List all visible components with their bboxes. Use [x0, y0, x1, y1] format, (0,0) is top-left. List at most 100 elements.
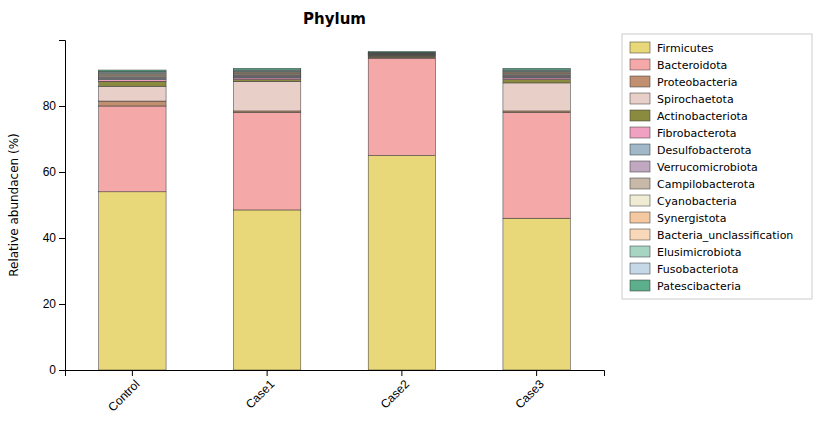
x-tick-label: Case3 [512, 377, 547, 412]
bar-segment [233, 73, 300, 75]
x-tick: Control [105, 370, 142, 414]
legend-swatch [630, 110, 650, 121]
bar-segment [368, 53, 435, 54]
bar-series [99, 57, 571, 111]
bar-segment [503, 76, 570, 78]
bar-series [99, 55, 571, 79]
legend-item: Fibrobacterota [630, 127, 737, 140]
legend-item: Bacteria_unclassification [630, 229, 793, 242]
x-tick: Case3 [512, 370, 547, 411]
bar-series [99, 55, 571, 81]
legend-swatch [630, 144, 650, 155]
bar-series [99, 54, 571, 77]
bar-segment [99, 106, 166, 192]
bar-segment [503, 78, 570, 80]
plot-area: 020406080ControlCase1Case2Case3 [43, 41, 605, 415]
bar-segment [503, 113, 570, 219]
legend-swatch [630, 280, 650, 291]
y-tick-label: 60 [43, 165, 57, 179]
bar-segment [99, 77, 166, 79]
legend-label: Desulfobacterota [657, 144, 752, 157]
legend-label: Proteobacteria [657, 76, 737, 89]
bar-segment [233, 74, 300, 76]
x-tick: Case1 [243, 370, 278, 411]
bar-series [99, 54, 571, 77]
bar-segment [503, 68, 570, 70]
y-tick: 80 [43, 99, 65, 113]
bar-segment [368, 51, 435, 53]
bar-segment [233, 76, 300, 78]
bar-segment [368, 56, 435, 58]
y-axis: 0 20 40 60 80 [43, 41, 66, 378]
x-tick-mark [401, 370, 402, 376]
y-tick-mark [59, 172, 65, 173]
legend-swatch [630, 263, 650, 274]
legend-item: Cyanobacteria [630, 195, 737, 208]
bar-segment [368, 53, 435, 54]
y-axis-line [59, 41, 66, 371]
x-tick-mark [132, 370, 133, 376]
bar-segment [503, 80, 570, 83]
bar-segment [503, 72, 570, 74]
bar-segment [368, 55, 435, 56]
bar-series [99, 53, 571, 73]
legend-frame [622, 34, 812, 299]
legend-swatch [630, 178, 650, 189]
legend-label: Synergistota [657, 212, 726, 225]
legend-label: Bacteria_unclassification [657, 229, 793, 242]
legend-item: Verrucomicrobiota [630, 161, 758, 174]
y-tick-mark [59, 370, 65, 371]
legend-item: Actinobacteriota [630, 110, 748, 123]
bar-segment [233, 75, 300, 77]
bar-segment [99, 75, 166, 77]
bar-segment [503, 75, 570, 77]
legend-swatch [630, 161, 650, 172]
bar-segment [368, 156, 435, 371]
y-tick-mark [59, 304, 65, 305]
legend-item: Fusobacteriota [630, 263, 738, 276]
bar-segment [233, 210, 300, 370]
legend-item: Firmicutes [630, 42, 714, 55]
x-tick-mark [536, 370, 537, 376]
bar-segment [368, 58, 435, 155]
legend-item: Proteobacteria [630, 76, 737, 89]
bar-segment [503, 73, 570, 75]
legend-label: Actinobacteriota [657, 110, 748, 123]
bar-segment [368, 54, 435, 55]
legend-label: Verrucomicrobiota [657, 161, 758, 174]
bar-segment [233, 113, 300, 210]
bar-segment [368, 54, 435, 55]
bar-series [99, 156, 571, 371]
legend-label: Elusimicrobiota [657, 246, 741, 259]
bar-series [99, 56, 571, 87]
y-tick: 0 [49, 363, 65, 377]
chart: 020406080ControlCase1Case2Case3PhylumRel… [0, 0, 819, 440]
x-tick-label: Case1 [243, 377, 278, 412]
bar-segment [503, 83, 570, 111]
bar-segment [99, 78, 166, 80]
bar-segment [368, 52, 435, 53]
legend-swatch [630, 93, 650, 104]
bar-segment [368, 54, 435, 55]
bar-segment [99, 73, 166, 75]
y-tick: 60 [43, 165, 65, 179]
legend-label: Patescibacteria [657, 280, 741, 293]
legend-swatch [630, 127, 650, 138]
legend-swatch [630, 246, 650, 257]
bar-segment [99, 80, 166, 82]
bar-segment [503, 218, 570, 370]
bar-segment [99, 72, 166, 74]
bar-segment [503, 74, 570, 76]
bar-segment [368, 55, 435, 57]
legend-swatch [630, 195, 650, 206]
bar-segment [233, 68, 300, 70]
bar-series [99, 58, 571, 218]
y-tick: 20 [43, 297, 65, 311]
bar-series [99, 53, 571, 74]
y-tick-label: 40 [43, 231, 57, 245]
bar-segment [99, 101, 166, 106]
bars [99, 52, 571, 370]
legend-item: Desulfobacterota [630, 144, 752, 157]
bar-segment [233, 78, 300, 80]
y-tick-label: 0 [49, 363, 56, 377]
